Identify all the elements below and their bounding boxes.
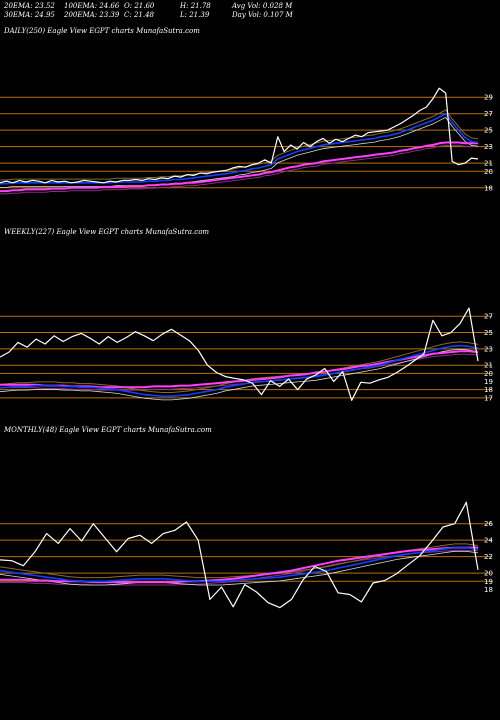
y-tick-label-0: 29 (484, 94, 493, 102)
stat-30ema: 30EMA: 24.95 (4, 11, 55, 19)
header-row-2: 30EMA: 24.95 200EMA: 23.39 C: 21.48 L: 21.3… (4, 11, 293, 20)
stat-close: C: 21.48 (124, 11, 154, 19)
stat-avg-vol: Avg Vol: 0.028 M (232, 2, 293, 10)
y-tick-label-1: 27 (484, 110, 493, 118)
y-tick-label-4: 20 (484, 370, 493, 378)
y-tick-label-6: 18 (484, 386, 493, 394)
y-tick-label-3: 23 (484, 143, 493, 151)
price-line (0, 87, 479, 184)
ema-light-band-line (0, 117, 479, 188)
ema-fast-line (0, 344, 479, 397)
y-tick-label-3: 21 (484, 362, 493, 370)
stat-200ema: 200EMA: 23.39 (64, 11, 120, 19)
ema-light-band-line (0, 348, 479, 401)
price-line (0, 307, 479, 401)
stat-open: O: 21.60 (124, 2, 155, 10)
ema-slow-line (0, 350, 479, 389)
header-row-1: 20EMA: 23.52 100EMA: 24.66 O: 21.60 H: 21.7… (4, 2, 293, 11)
header-stats: 20EMA: 23.52 100EMA: 24.66 O: 21.60 H: 21.7… (4, 2, 293, 20)
y-tick-label-1: 25 (484, 329, 493, 337)
price-line (0, 501, 479, 609)
ema-slow-line (0, 141, 478, 193)
y-tick-label-2: 25 (484, 127, 493, 135)
y-tick-label-1: 24 (484, 537, 493, 545)
stat-day-vol: Day Vol: 0.107 M (232, 11, 293, 19)
ema-mid-band-line (0, 543, 479, 579)
stat-high: H: 21.78 (180, 2, 211, 10)
y-tick-label-5: 19 (484, 378, 493, 386)
stat-20ema: 20EMA: 23.52 (4, 2, 55, 10)
y-tick-label-7: 17 (484, 394, 493, 402)
daily-chart-title: DAILY(250) Eagle View EGPT charts Munafa… (4, 27, 200, 35)
ema-fast-line (0, 112, 479, 185)
y-tick-label-4: 19 (484, 578, 493, 586)
y-tick-label-5: 18 (484, 586, 493, 594)
ema-light-band-line (0, 550, 479, 586)
y-tick-label-3: 20 (484, 570, 493, 578)
stat-100ema: 100EMA: 24.66 (64, 2, 120, 10)
ema-mid-band-line (0, 109, 479, 181)
monthly-chart-title: MONTHLY(48) Eagle View EGPT charts Munaf… (4, 426, 212, 434)
y-tick-label-0: 27 (484, 313, 493, 321)
ema-fast-line (0, 546, 479, 583)
y-tick-label-6: 18 (484, 184, 493, 192)
y-tick-label-4: 21 (484, 160, 493, 168)
ema-slow-band-line (0, 144, 478, 195)
y-tick-label-5: 20 (484, 168, 493, 176)
stat-low: L: 21.39 (180, 11, 210, 19)
y-tick-label-0: 26 (484, 520, 493, 528)
y-tick-label-2: 22 (484, 553, 493, 561)
weekly-chart-title: WEEKLY(227) Eagle View EGPT charts Munaf… (4, 228, 210, 236)
y-tick-label-2: 23 (484, 345, 493, 353)
